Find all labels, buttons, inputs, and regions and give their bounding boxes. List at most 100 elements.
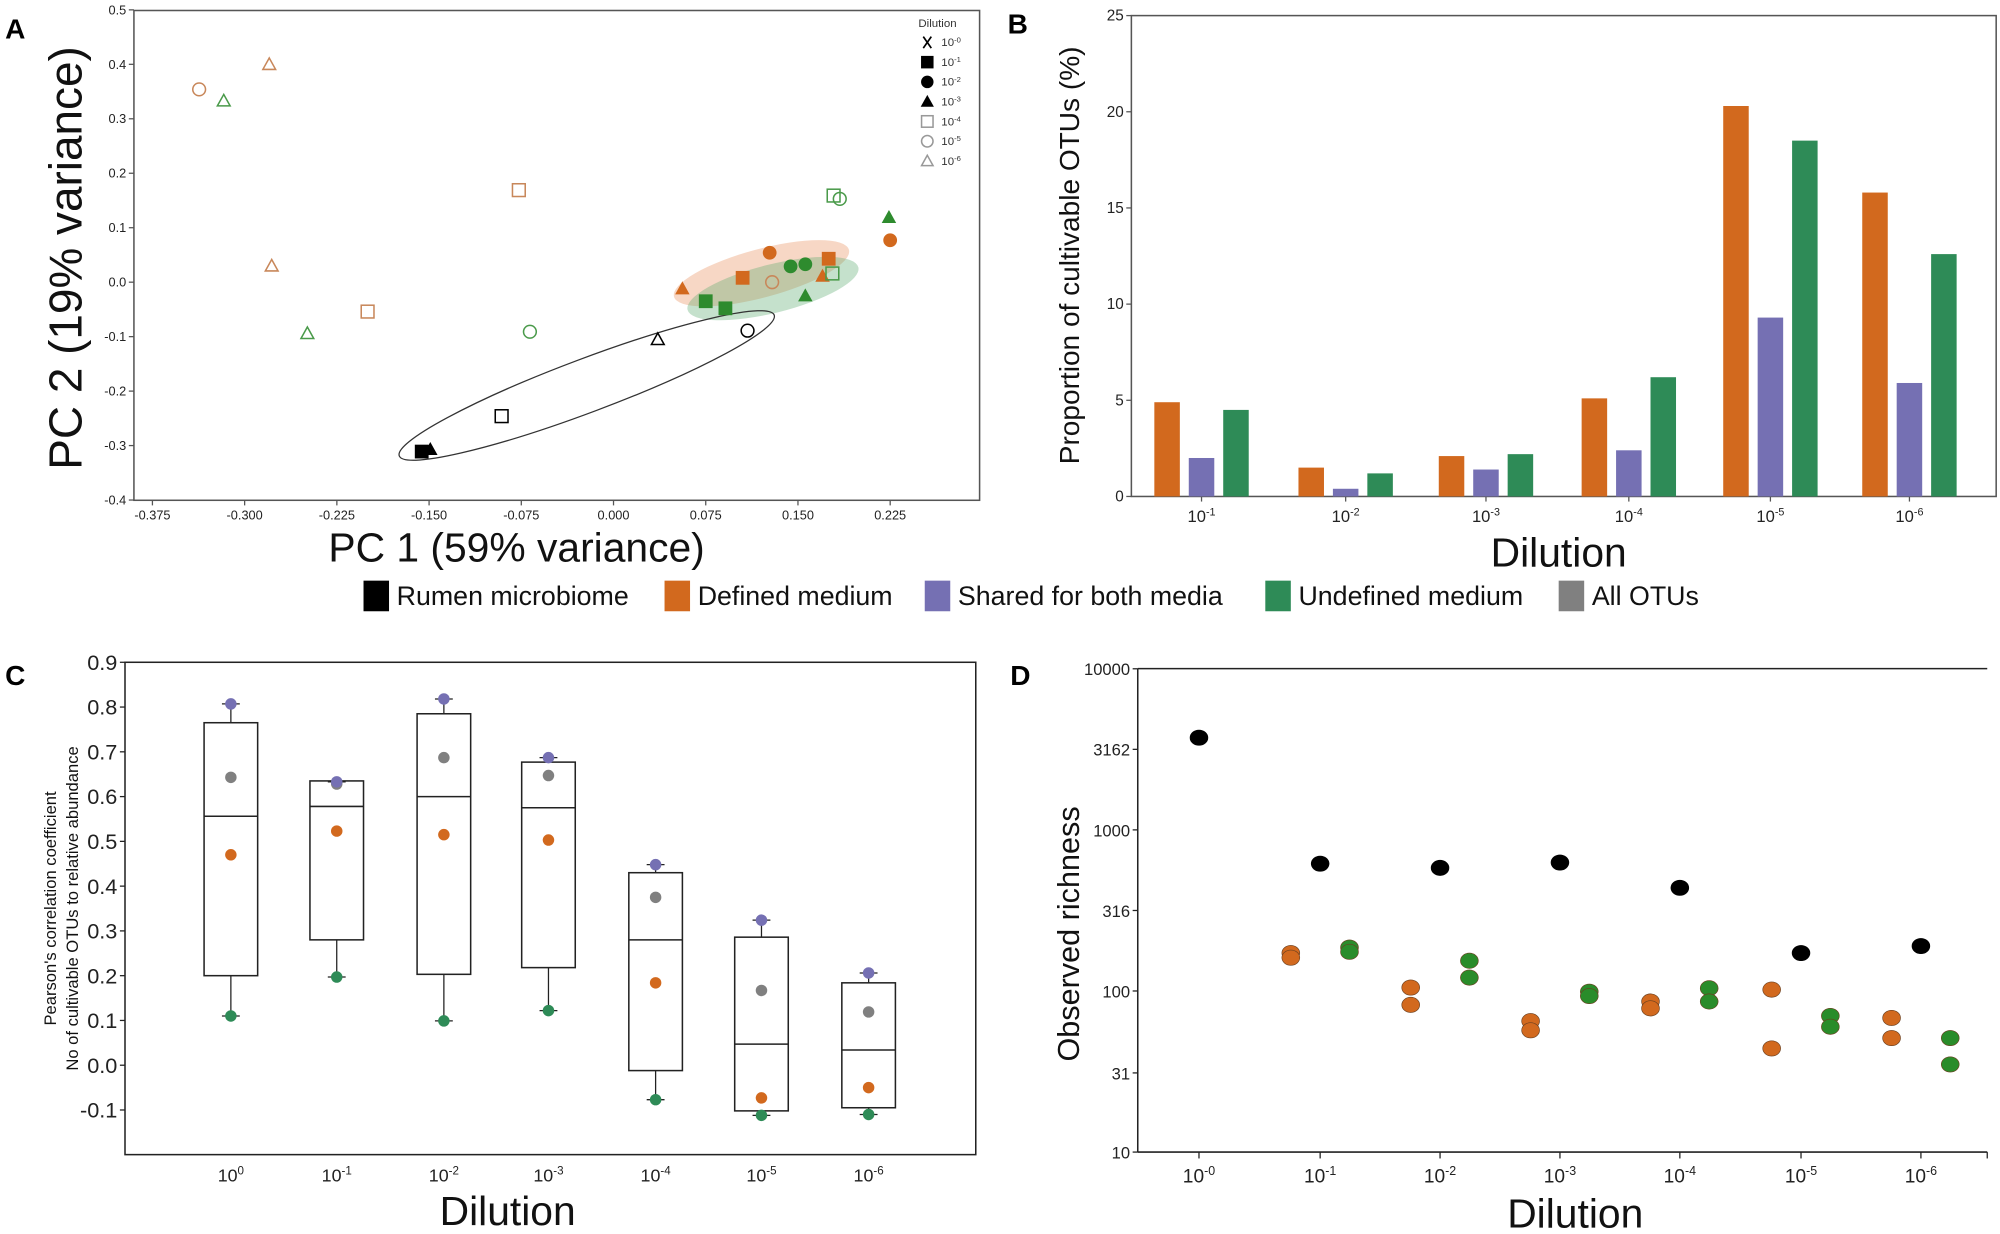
y-axis-label: PC 2 (19% variance) (40, 46, 92, 470)
richness-point-undefined (1941, 1056, 1960, 1073)
bar-undefined_bar (1792, 140, 1818, 497)
legend-symbol-circle-filled (921, 75, 934, 89)
tick-exponent: -3 (954, 95, 961, 104)
richness-point-rumen (1670, 879, 1690, 896)
legend-swatch (1265, 580, 1291, 612)
tick-base: 10 (1615, 507, 1633, 526)
tick-base: 10 (941, 37, 954, 49)
pca-point-undefined (783, 259, 798, 274)
point-defined (755, 1092, 768, 1104)
tick-exponent: -1 (1325, 1164, 1336, 1178)
legend-item: Defined medium (664, 580, 893, 612)
y-tick-label: 0.3 (87, 919, 117, 944)
bar-defined (1581, 398, 1608, 497)
richness-point-rumen (1791, 945, 1811, 962)
y-tick-label: 0.1 (109, 220, 127, 235)
richness-point-rumen (1550, 854, 1570, 871)
point-shared (649, 858, 662, 871)
rumen-ellipse (398, 310, 776, 461)
x-tick-label: 10-2 (429, 1164, 459, 1185)
legend-swatch (1558, 580, 1585, 612)
bar-shared (1896, 382, 1923, 497)
legend-item: Undefined medium (1265, 580, 1523, 612)
y-axis-label: Proportion of cultivable OTUs (%) (1054, 47, 1085, 465)
bar-undefined_bar (1367, 473, 1393, 497)
y-tick-label: 0.4 (87, 874, 117, 899)
richness-point-defined (1882, 1009, 1901, 1026)
x-tick-label: 10-6 (1895, 506, 1923, 526)
bar-defined (1438, 456, 1465, 497)
richness-point-rumen (1911, 938, 1931, 955)
bar-shared (1616, 450, 1642, 497)
tick-base: 10 (1188, 507, 1206, 526)
point-all (438, 751, 450, 764)
x-tick-label: 100 (218, 1164, 244, 1185)
pca-point-defined (883, 233, 898, 248)
tick-exponent: -0 (954, 35, 961, 44)
tick-exponent: -6 (1914, 506, 1924, 518)
bar-shared (1332, 488, 1359, 497)
x-tick-label: 10-2 (1332, 506, 1360, 526)
tick-exponent: -4 (954, 114, 962, 123)
y-tick-label: 5 (1115, 392, 1124, 409)
richness-point-defined (1281, 949, 1301, 966)
box-group (416, 693, 472, 1027)
pca-point-defined (675, 281, 690, 295)
pca-point-undefined (216, 92, 232, 107)
tick-exponent: 0 (238, 1164, 244, 1177)
legend-symbol-circle-open (920, 134, 934, 148)
x-tick-label: 0.225 (874, 507, 906, 522)
bar-defined (1862, 192, 1888, 497)
panel-a-pca-plot: -0.375 -0.300 -0.225 -0.150 -0.075 0.000 0.075… (40, 2, 981, 571)
point-undefined (649, 1093, 662, 1106)
legend-entry-label: 10-5 (941, 134, 961, 148)
y-tick-label: -0.3 (104, 438, 126, 453)
point-shared (330, 776, 343, 788)
point-undefined (330, 971, 343, 983)
richness-point-rumen (1310, 855, 1330, 872)
richness-point-defined (1401, 996, 1420, 1013)
legend-item: Shared for both media (924, 580, 1223, 612)
legend-label: All OTUs (1592, 581, 1699, 611)
legend-item: All OTUs (1558, 580, 1699, 612)
group-legend: Rumen microbiome Defined medium Shared for… (363, 580, 1699, 612)
point-undefined (225, 1010, 237, 1022)
pca-point-defined (764, 275, 780, 290)
tick-base: 10 (941, 156, 954, 168)
legend-symbol-square-open (920, 114, 934, 128)
x-tick-label: 0.000 (598, 507, 630, 522)
pca-point-defined (735, 270, 750, 285)
point-defined (438, 828, 450, 841)
x-tick-label: 10-3 (533, 1164, 563, 1185)
tick-exponent: -1 (342, 1164, 352, 1177)
tick-exponent: -2 (954, 75, 961, 84)
point-all (862, 1006, 875, 1018)
tick-base: 10 (641, 1165, 661, 1185)
y-tick-label: -0.1 (104, 329, 126, 344)
pca-point-rumen (494, 409, 509, 424)
y-tick-label: 0.3 (109, 111, 127, 126)
bar-defined (1723, 106, 1749, 497)
tick-exponent: -5 (1806, 1164, 1817, 1178)
tick-exponent: -5 (1775, 506, 1785, 518)
y-tick-label: 0.9 (87, 650, 117, 675)
y-tick-label: 0.4 (109, 57, 127, 72)
bar-shared (1757, 317, 1784, 497)
plot-frame (124, 661, 977, 1156)
x-tick-label: 10-4 (1615, 506, 1643, 526)
tick-exponent: -4 (660, 1164, 671, 1177)
panel-label-a: A (5, 14, 25, 45)
x-tick-label: 10-0 (1183, 1164, 1215, 1188)
y-tick-label: 0.1 (87, 1008, 117, 1033)
y-tick-label: 0.6 (87, 784, 117, 809)
richness-point-undefined (1460, 952, 1479, 969)
y-tick-label: 0.0 (109, 275, 127, 290)
bar-shared (1188, 457, 1215, 497)
tick-exponent: -4 (1633, 506, 1643, 518)
box (309, 780, 365, 941)
x-tick-label: 10-6 (1905, 1164, 1937, 1188)
legend-symbol-x (922, 36, 932, 49)
tick-base: 10 (1756, 507, 1774, 526)
